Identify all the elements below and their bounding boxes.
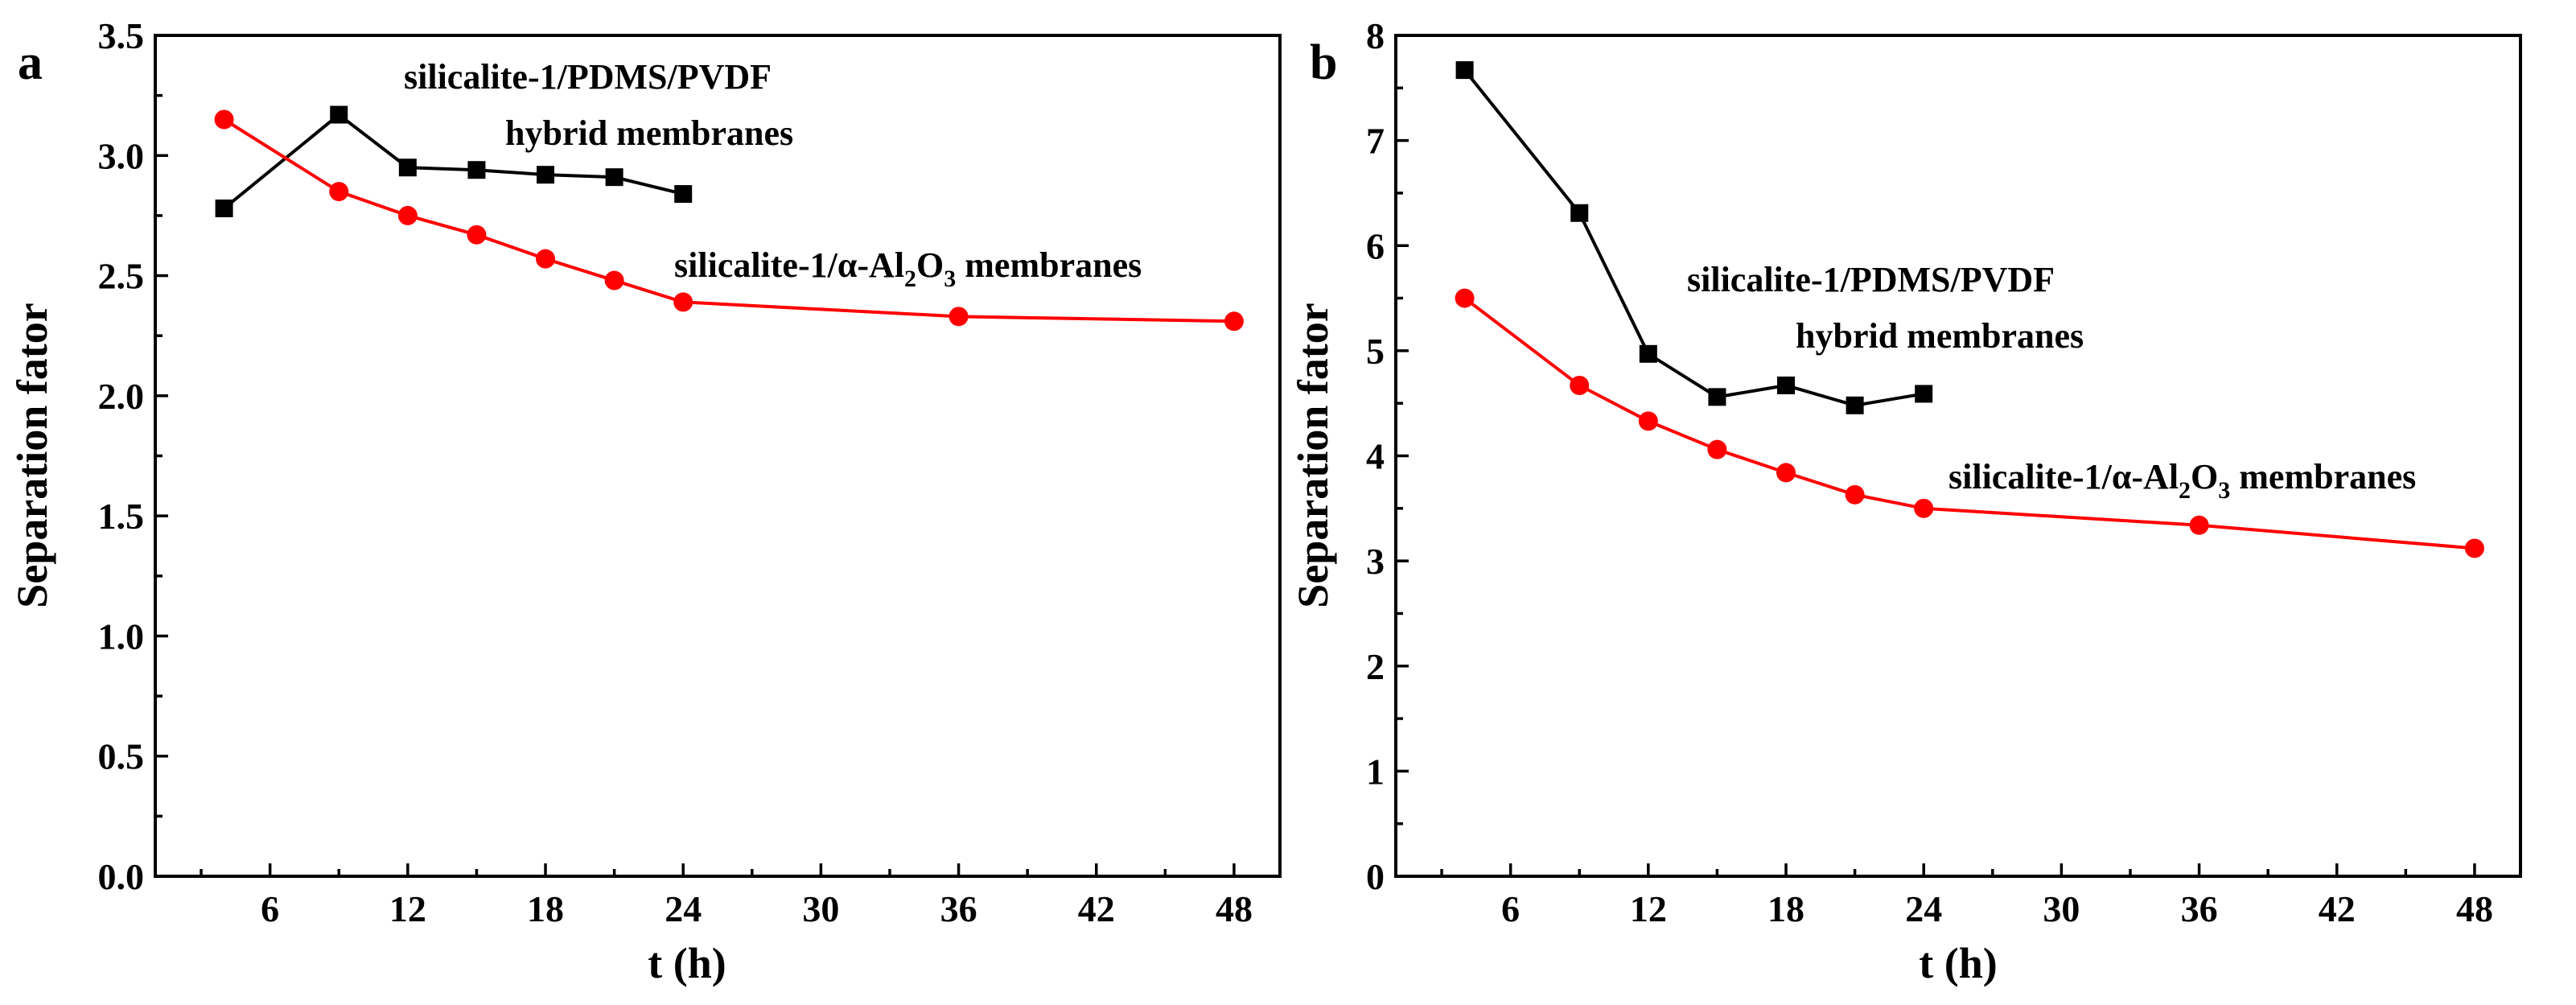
y-tick-label: 3.0: [98, 135, 145, 176]
data-point-square: [1708, 388, 1726, 406]
x-tick-label: 12: [389, 888, 426, 929]
data-point-circle: [1570, 375, 1590, 395]
y-tick-label: 5: [1366, 331, 1385, 372]
panel-b-y-axis-label: Separation fator: [1289, 303, 1337, 608]
data-point-circle: [1638, 411, 1658, 431]
data-point-square: [467, 161, 486, 179]
y-tick-label: 2.5: [98, 256, 145, 297]
data-point-circle: [2464, 538, 2484, 558]
panel-b-plot-frame: [1394, 34, 2522, 878]
panel-b-alumina-annotation: silicalite-1/α-Al2O3 membranes: [1948, 457, 2416, 504]
panel-b-x-axis-label: t (h): [1919, 939, 1997, 987]
x-tick-label: 30: [2043, 888, 2080, 929]
panel-b-letter: b: [1310, 35, 1337, 90]
data-point-square: [1455, 61, 1474, 80]
x-tick-label: 18: [527, 888, 564, 929]
x-tick-label: 48: [2456, 888, 2493, 929]
y-tick-label: 0.5: [98, 736, 145, 777]
y-tick-label: 0: [1366, 856, 1385, 897]
x-tick-label: 42: [2319, 888, 2356, 929]
panel-a-hybrid-annotation-line2: hybrid membranes: [505, 113, 793, 153]
x-tick-label: 12: [1630, 888, 1667, 929]
data-point-circle: [329, 182, 349, 202]
data-point-square: [1570, 204, 1589, 222]
panel-a-plot-frame: [154, 34, 1282, 878]
panel-b-hybrid-annotation-line1: silicalite-1/PDMS/PVDF: [1687, 260, 2055, 299]
panel-a: a 6 12 18 24 30 36 42 48 0.0 0.5 1.0 1.5 2.0 2.5 3.0 3.…: [8, 15, 1282, 987]
data-point-circle: [1914, 498, 1934, 518]
data-point-square: [674, 185, 693, 204]
y-tick-label: 8: [1366, 15, 1385, 56]
panel-a-y-axis-label: Separation fator: [8, 303, 56, 608]
data-point-circle: [397, 205, 418, 225]
data-point-square: [1915, 385, 1933, 403]
y-tick-label: 4: [1366, 436, 1385, 477]
x-tick-label: 18: [1767, 888, 1804, 929]
y-tick-label: 1: [1366, 751, 1385, 792]
x-tick-label: 48: [1216, 888, 1253, 929]
x-tick-label: 42: [1078, 888, 1115, 929]
data-point-circle: [536, 249, 556, 269]
panel-b-hybrid-annotation-line2: hybrid membranes: [1796, 316, 2084, 356]
y-tick-label: 2.0: [98, 376, 145, 417]
x-tick-label: 24: [665, 888, 702, 929]
panel-a-letter: a: [18, 35, 43, 90]
y-tick-label: 0.0: [98, 856, 145, 897]
data-point-circle: [604, 270, 624, 290]
data-point-square: [330, 105, 348, 124]
x-tick-label: 6: [261, 888, 279, 929]
panel-a-hybrid-annotation-line1: silicalite-1/PDMS/PVDF: [404, 57, 772, 97]
data-point-square: [1777, 376, 1796, 394]
y-tick-label: 1.0: [98, 616, 145, 657]
data-point-circle: [949, 307, 969, 327]
data-point-circle: [2189, 515, 2209, 535]
data-point-circle: [1776, 463, 1796, 483]
data-point-square: [537, 166, 555, 184]
data-point-square: [1846, 396, 1864, 414]
x-tick-label: 6: [1501, 888, 1520, 929]
data-point-square: [215, 199, 233, 217]
data-point-circle: [673, 292, 693, 312]
data-point-circle: [1707, 439, 1727, 459]
panel-a-x-axis-label: t (h): [648, 939, 726, 987]
data-point-circle: [1455, 288, 1475, 308]
data-point-circle: [467, 224, 487, 245]
y-tick-label: 6: [1366, 225, 1385, 266]
data-point-square: [398, 159, 417, 177]
x-tick-label: 30: [802, 888, 839, 929]
x-tick-label: 36: [940, 888, 977, 929]
data-point-circle: [1224, 311, 1244, 332]
data-point-circle: [214, 109, 234, 130]
x-tick-label: 36: [2181, 888, 2218, 929]
y-tick-label: 2: [1366, 646, 1385, 687]
data-point-square: [605, 168, 623, 187]
y-tick-label: 3: [1366, 541, 1385, 582]
x-tick-label: 24: [1905, 888, 1942, 929]
data-point-circle: [1845, 484, 1865, 505]
data-point-square: [1639, 344, 1657, 363]
y-tick-label: 7: [1366, 121, 1385, 162]
panel-a-alumina-annotation: silicalite-1/α-Al2O3 membranes: [674, 245, 1142, 292]
y-tick-label: 1.5: [98, 496, 145, 537]
y-tick-label: 3.5: [98, 15, 145, 56]
